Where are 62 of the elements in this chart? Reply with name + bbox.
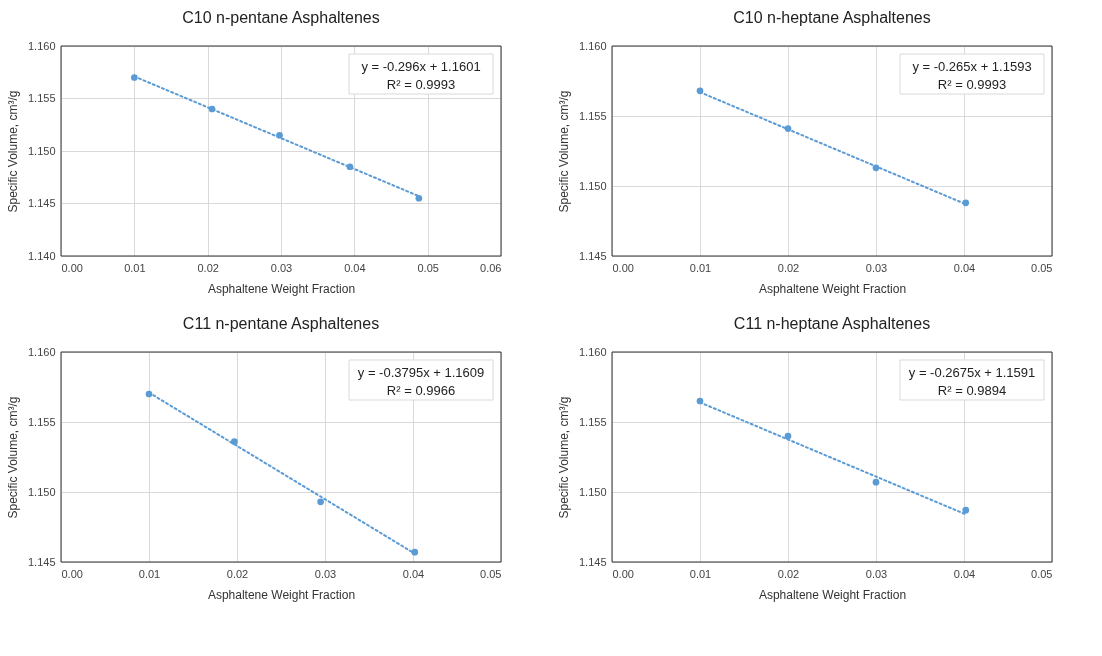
x-axis-title: Asphaltene Weight Fraction [207, 587, 356, 602]
y-tick-label: 1.145 [27, 197, 56, 209]
x-tick-label: 0.00 [61, 261, 83, 274]
y-axis-title: Specific Volume, cm³/g [556, 396, 571, 519]
y-tick-label: 1.160 [578, 39, 607, 52]
x-tick-label: 0.02 [197, 261, 219, 274]
x-tick-label: 0.04 [953, 567, 976, 580]
y-tick-label: 1.160 [27, 345, 56, 358]
chart-title: C10 n-heptane Asphaltenes [733, 9, 931, 26]
x-tick-label: 0.01 [689, 567, 712, 580]
x-tick-label: 0.02 [226, 567, 249, 580]
y-tick-label: 1.145 [578, 249, 607, 262]
x-tick-label: 0.05 [480, 567, 502, 580]
x-tick-label: 0.06 [480, 261, 502, 274]
y-axis-title: Specific Volume, cm³/g [5, 90, 20, 213]
x-tick-label: 0.00 [612, 567, 634, 580]
x-tick-label: 0.04 [344, 261, 366, 274]
y-tick-label: 1.145 [27, 555, 56, 568]
y-tick-label: 1.140 [27, 249, 56, 262]
x-tick-label: 0.02 [777, 261, 800, 274]
chart-title: C10 n-pentane Asphaltenes [182, 9, 380, 26]
y-axis-title: Specific Volume, cm³/g [5, 396, 20, 519]
y-tick-label: 1.155 [27, 415, 56, 428]
chart-title: C11 n-pentane Asphaltenes [182, 315, 380, 332]
y-tick-label: 1.150 [27, 144, 56, 157]
annotation: y = -0.296x + 1.1601 [361, 59, 481, 74]
y-tick-label: 1.155 [27, 92, 56, 104]
x-tick-label: 0.05 [1031, 567, 1053, 580]
x-axis-title: Asphaltene Weight Fraction [758, 281, 907, 296]
y-tick-label: 1.155 [578, 415, 607, 428]
y-tick-label: 1.150 [578, 485, 607, 498]
x-tick-label: 0.05 [417, 261, 439, 274]
x-tick-label: 0.05 [1031, 261, 1053, 274]
chart-title: C11 n-heptane Asphaltenes [733, 315, 931, 332]
y-tick-label: 1.160 [578, 345, 607, 358]
x-tick-label: 0.00 [612, 261, 634, 274]
x-tick-label: 0.01 [138, 567, 161, 580]
y-tick-label: 1.150 [27, 485, 56, 498]
x-tick-label: 0.03 [865, 567, 888, 580]
y-axis-title: Specific Volume, cm³/g [556, 90, 571, 213]
x-axis-title: Asphaltene Weight Fraction [207, 281, 356, 296]
annotation: R² = 0.9966 [386, 383, 456, 398]
annotation: R² = 0.9993 [386, 77, 456, 92]
x-tick-label: 0.03 [865, 261, 888, 274]
annotation: R² = 0.9993 [937, 77, 1007, 92]
annotation: R² = 0.9894 [937, 383, 1007, 398]
x-tick-label: 0.04 [953, 261, 976, 274]
y-tick-label: 1.145 [578, 555, 607, 568]
x-tick-label: 0.00 [61, 567, 83, 580]
annotation: y = -0.265x + 1.1593 [912, 59, 1032, 74]
x-tick-label: 0.01 [124, 261, 146, 274]
x-tick-label: 0.02 [777, 567, 800, 580]
y-tick-label: 1.160 [27, 39, 56, 52]
annotation: y = -0.3795x + 1.1609 [357, 365, 485, 380]
y-tick-label: 1.155 [578, 109, 607, 122]
x-axis-title: Asphaltene Weight Fraction [758, 587, 907, 602]
y-tick-label: 1.150 [578, 179, 607, 192]
x-tick-label: 0.01 [689, 261, 712, 274]
annotation: y = -0.2675x + 1.1591 [908, 365, 1036, 380]
x-tick-label: 0.03 [314, 567, 337, 580]
x-tick-label: 0.03 [270, 261, 293, 274]
x-tick-label: 0.04 [402, 567, 425, 580]
